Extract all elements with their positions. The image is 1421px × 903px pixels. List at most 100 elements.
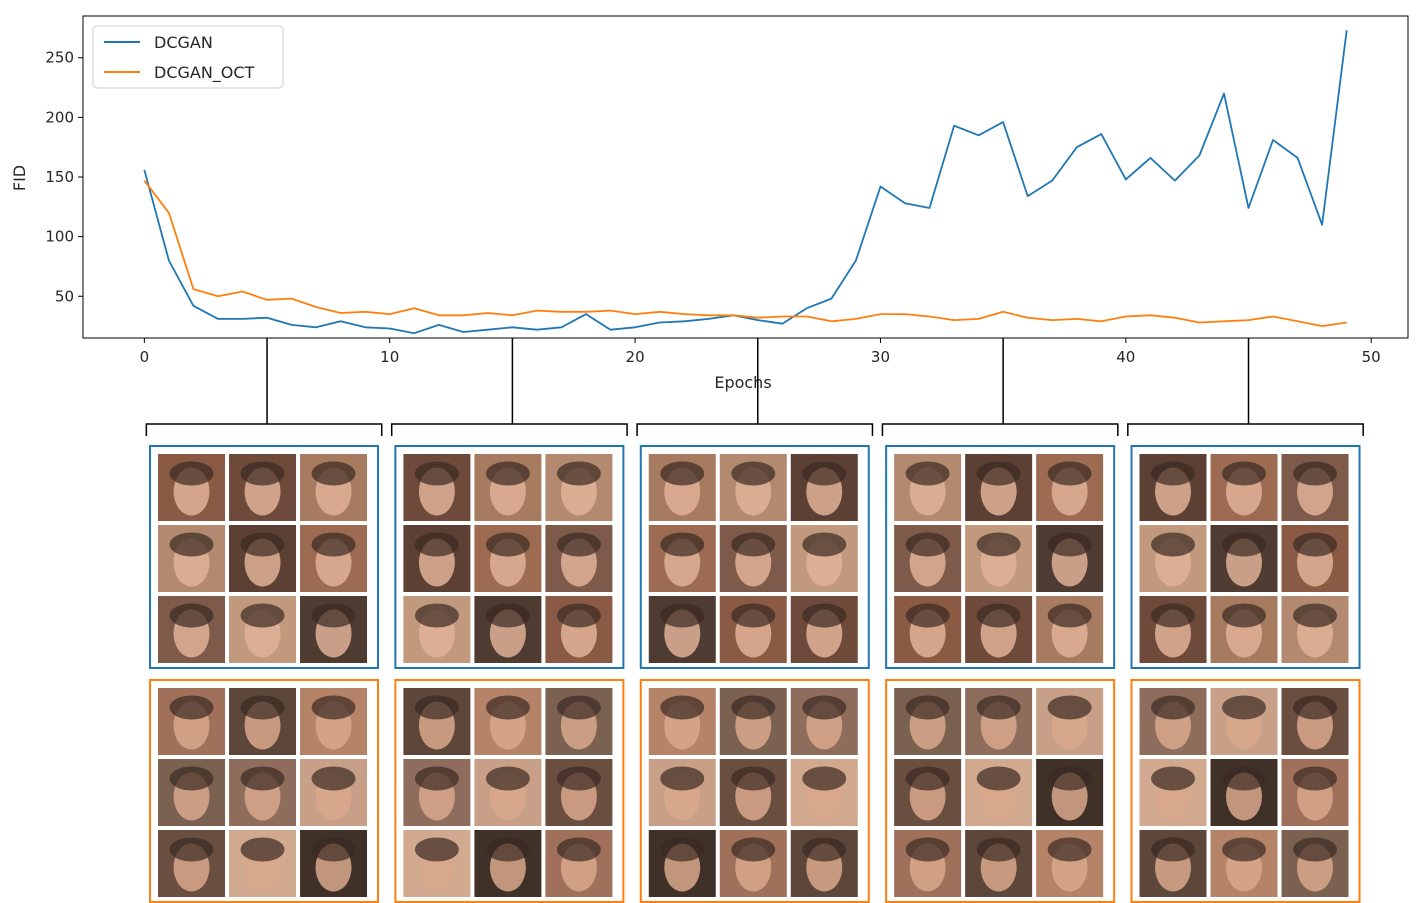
hair-shape [1222,837,1267,862]
hair-shape [731,766,776,791]
y-axis: 50 100 150 200 250 [45,49,83,305]
hair-shape [976,603,1021,628]
legend-box [92,25,284,89]
legend-entry: DCGAN_OCT [154,63,255,83]
y-tick-label: 200 [45,108,74,126]
x-tick-label: 0 [140,348,150,366]
x-axis: 0 10 20 30 40 50 [140,338,1381,366]
hair-shape [485,461,530,486]
hair-shape [802,695,847,720]
hair-shape [556,532,601,557]
hair-shape [905,766,950,791]
hair-shape [414,603,459,628]
hair-shape [1047,603,1092,628]
connector-bracket [145,423,383,436]
series-line-dcgan [143,30,1348,335]
hair-shape [1047,695,1092,720]
legend: DCGAN DCGAN_OCT [92,25,284,89]
legend-entry: DCGAN [154,33,213,52]
hair-shape [414,837,459,862]
hair-shape [1047,766,1092,791]
hair-shape [1151,766,1196,791]
hair-shape [1222,532,1267,557]
connector-bracket [390,423,628,436]
hair-shape [731,603,776,628]
y-tick-label: 50 [55,287,74,305]
hair-shape [802,532,847,557]
hair-shape [905,695,950,720]
hair-shape [311,837,356,862]
hair-shape [1222,695,1267,720]
hair-shape [556,695,601,720]
hair-shape [1222,603,1267,628]
hair-shape [414,461,459,486]
connector-bracket [1127,423,1364,436]
hair-shape [169,461,214,486]
hair-shape [660,461,705,486]
hair-shape [311,603,356,628]
hair-shape [905,532,950,557]
series-line-dcgan_oct [143,180,1347,328]
hair-shape [169,695,214,720]
hair-shape [976,532,1021,557]
hair-shape [414,766,459,791]
hair-shape [1047,532,1092,557]
y-tick-label: 100 [45,228,74,246]
hair-shape [1222,461,1267,486]
hair-shape [169,766,214,791]
x-tick-label: 50 [1362,348,1381,366]
hair-shape [1151,837,1196,862]
hair-shape [240,461,285,486]
hair-shape [169,837,214,862]
hair-shape [905,837,950,862]
hair-shape [485,766,530,791]
hair-shape [1293,603,1338,628]
hair-shape [1293,695,1338,720]
hair-shape [731,695,776,720]
hair-shape [556,837,601,862]
hair-shape [240,766,285,791]
hair-shape [731,532,776,557]
hair-shape [976,766,1021,791]
hair-shape [1151,603,1196,628]
hair-shape [556,603,601,628]
hair-shape [311,461,356,486]
hair-shape [1293,461,1338,486]
hair-shape [1293,837,1338,862]
x-axis-label: Epochs [714,373,771,392]
hair-shape [1047,837,1092,862]
hair-shape [1151,695,1196,720]
hair-shape [660,766,705,791]
hair-shape [660,837,705,862]
connector-bracket [881,423,1119,436]
hair-shape [905,461,950,486]
hair-shape [485,695,530,720]
hair-shape [660,603,705,628]
hair-shape [731,837,776,862]
hair-shape [311,532,356,557]
hair-shape [1222,766,1267,791]
connector-bracket [636,423,874,436]
hair-shape [1151,461,1196,486]
hair-shape [169,532,214,557]
hair-shape [240,532,285,557]
hair-shape [976,461,1021,486]
hair-shape [1047,461,1092,486]
hair-shape [802,461,847,486]
hair-shape [976,837,1021,862]
hair-shape [802,837,847,862]
y-axis-label: FID [10,165,29,191]
hair-shape [660,532,705,557]
x-tick-label: 10 [380,348,399,366]
hair-shape [802,603,847,628]
hair-shape [240,603,285,628]
hair-shape [1293,766,1338,791]
hair-shape [240,837,285,862]
hair-shape [311,766,356,791]
hair-shape [311,695,356,720]
sample-panels [149,445,1361,903]
hair-shape [240,695,285,720]
hair-shape [414,532,459,557]
hair-shape [660,695,705,720]
